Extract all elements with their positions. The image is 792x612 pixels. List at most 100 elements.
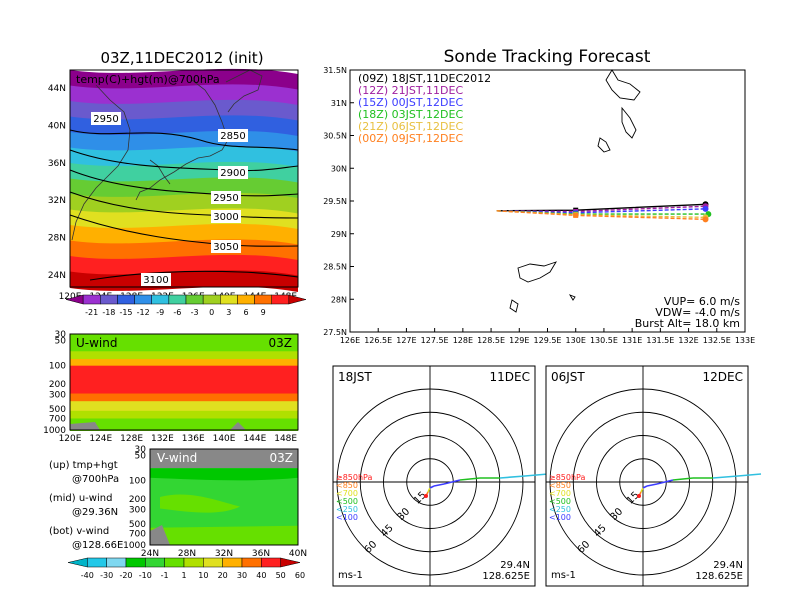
v-wind-band	[150, 525, 298, 545]
u-wind-band	[70, 418, 298, 431]
hodograph-date: 12DEC	[703, 370, 743, 384]
x-tick-label: 140E	[213, 434, 236, 444]
colorbar-cell	[134, 294, 152, 305]
y-tick-label: 500	[49, 405, 66, 415]
u-wind-band	[70, 365, 298, 395]
terrain-mask	[70, 422, 100, 430]
y-tick-label: 100	[49, 362, 66, 372]
hodograph-lat: 29.4N	[713, 560, 743, 571]
hodograph-trace	[646, 483, 658, 487]
y-tick-label: 700	[129, 529, 146, 539]
u-wind-x-ticks: 120E 124E 128E 132E 136E 140E 144E 148E	[59, 434, 298, 444]
colorbar-cell	[117, 294, 135, 305]
x-tick-label: 36N	[252, 549, 270, 559]
y-tick-label: 29N	[331, 230, 347, 239]
note-mid-2: @29.36N	[72, 507, 118, 518]
wind-colorbar: -40 -30 -20 -10 -1 1 10 20 30 40 50 60	[67, 557, 305, 580]
hodograph-trace	[499, 475, 526, 479]
x-tick-label: 127E	[396, 336, 416, 345]
colorbar-label: -10	[139, 571, 152, 580]
colorbar-label: -1	[161, 571, 169, 580]
hodograph-trace	[433, 483, 445, 487]
x-tick-label: 129E	[509, 336, 529, 345]
x-tick-label: 40N	[289, 549, 307, 559]
x-tick-label: 120E	[59, 434, 82, 444]
hodograph-trace	[640, 487, 644, 493]
terrain-mask	[230, 422, 246, 430]
y-tick-label: 40N	[48, 121, 66, 131]
pressure-legend: <500	[549, 497, 571, 506]
pressure-legend: ≥850hPa	[549, 473, 586, 482]
pressure-legend: <500	[336, 497, 358, 506]
pressure-legend: <250	[549, 505, 571, 514]
v-wind-band	[150, 449, 298, 469]
terrain-mask	[150, 525, 170, 545]
colorbar-cell	[106, 557, 127, 568]
colorbar-cell	[261, 557, 281, 568]
hodograph-trace	[642, 485, 648, 489]
y-tick-label: 31N	[331, 99, 347, 108]
v-wind-x-ticks: 24N 28N 32N 36N 40N	[141, 549, 307, 559]
colorbar-label: -21	[85, 308, 98, 317]
hodograph-trace	[524, 473, 549, 477]
v-wind-band	[150, 468, 298, 481]
colorbar-label: 30	[237, 571, 247, 580]
tracking-title: Sonde Tracking Forecast	[444, 47, 651, 67]
colorbar-label: 20	[218, 571, 228, 580]
colorbar-label: 6	[243, 308, 248, 317]
y-tick-label: 100	[129, 477, 146, 487]
legend-entry: (09Z) 18JST,11DEC2012	[358, 72, 491, 85]
x-tick-label: 128E	[120, 434, 143, 444]
colorbar-cell	[168, 294, 187, 305]
colorbar-cell	[67, 557, 88, 568]
colorbar-label: 10	[198, 571, 208, 580]
tracking-coastlines	[509, 69, 641, 313]
temp-map-frame	[69, 69, 299, 288]
colorbar-label: -15	[119, 308, 132, 317]
u-wind-band	[70, 401, 298, 412]
pressure-legend: <850	[549, 481, 571, 490]
hodograph-unit: ms-1	[551, 570, 576, 581]
temp-map-title: 03Z,11DEC2012 (init)	[100, 49, 263, 67]
temp-map-label: temp(C)+hgt(m)@700hPa	[76, 73, 220, 86]
y-tick-label: 31.5N	[323, 66, 347, 75]
colorbar-label: 50	[276, 571, 286, 580]
colorbar-cell	[280, 557, 301, 568]
hodograph-18jst: 15304560≥850hPa<850<700<500<250<10018JST…	[332, 365, 549, 587]
v-wind-field	[150, 449, 298, 545]
hodograph-lon: 128.625E	[695, 571, 743, 582]
u-wind-band	[70, 358, 298, 367]
x-tick-label: 132E	[151, 434, 174, 444]
y-tick-label: 200	[49, 380, 66, 390]
hodograph-time: 06JST	[551, 370, 585, 384]
colorbar-label: -40	[81, 571, 94, 580]
hodograph-frame	[332, 365, 536, 587]
panel-notes: (up) tmp+hgt @700hPa (mid) u-wind @29.36…	[49, 460, 123, 551]
colorbar-cell	[202, 294, 221, 305]
hodograph-trace	[712, 475, 739, 479]
tracking-legend: (09Z) 18JST,11DEC2012(12Z) 21JST,11DEC(1…	[358, 72, 491, 145]
colorbar-cell	[125, 557, 146, 568]
contour-label: 3000	[213, 212, 238, 223]
x-tick-label: 132.5E	[703, 336, 731, 345]
colorbar-cell	[222, 557, 243, 568]
y-tick-label: 28.5N	[323, 263, 347, 272]
colorbar-cell	[254, 294, 272, 305]
temp-colorbar: -21 -18 -15 -12 -9 -6 -3 0 3 6 9	[65, 294, 307, 317]
temp-map-coastline	[71, 69, 263, 241]
landing-point	[702, 216, 709, 223]
y-tick-label: 500	[129, 520, 146, 530]
colorbar-label: 40	[256, 571, 266, 580]
x-tick-label: 32N	[215, 549, 233, 559]
colorbar-cell	[87, 557, 107, 568]
colorbar-label: 60	[295, 571, 305, 580]
hodograph-unit: ms-1	[338, 570, 363, 581]
colorbar-cell	[151, 294, 170, 305]
colorbar-label: -12	[137, 308, 150, 317]
hodograph-trace	[427, 487, 431, 493]
x-tick-label: 28N	[178, 549, 196, 559]
colorbar-label: 9	[261, 308, 266, 317]
u-wind-band	[70, 393, 298, 403]
